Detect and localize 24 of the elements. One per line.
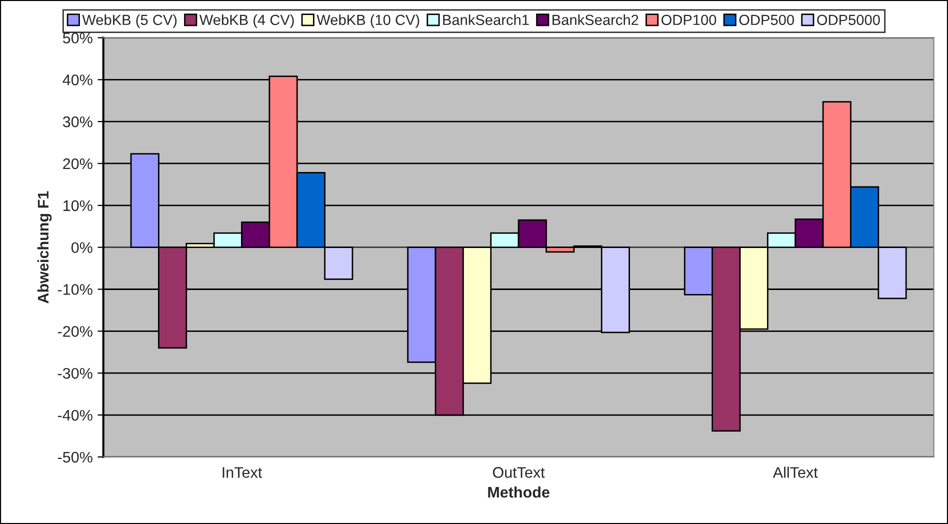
legend-label: ODP100 <box>662 14 716 26</box>
y-tick-label: -50% <box>58 452 92 463</box>
legend-label: BankSearch1 <box>443 14 529 26</box>
y-tick-label: -10% <box>58 284 92 295</box>
legend-label: WebKB (5 CV) <box>82 14 177 28</box>
y-tick-label: 0% <box>71 242 92 254</box>
x-axis-title: Methode <box>488 486 550 498</box>
x-tick-label: OutText <box>492 467 545 478</box>
y-tick-label: 50% <box>62 32 92 44</box>
y-tick-label: -20% <box>58 326 92 337</box>
y-tick-label: -40% <box>58 410 92 421</box>
legend-label: WebKB (10 CV) <box>316 14 420 28</box>
y-tick-label: 20% <box>63 158 92 170</box>
y-tick-label: 30% <box>62 116 92 128</box>
y-axis-title: Abweichung F1 <box>37 191 52 304</box>
y-tick-label: -30% <box>58 368 92 379</box>
y-tick-label: 10% <box>64 200 92 212</box>
legend-label: ODP5000 <box>817 14 880 26</box>
legend-label: ODP500 <box>739 14 794 26</box>
legend-label: BankSearch2 <box>552 14 638 26</box>
legend-label: WebKB (4 CV) <box>199 14 294 28</box>
y-tick-label: 40% <box>62 74 92 86</box>
x-tick-label: AllText <box>772 466 818 478</box>
x-tick-label: InText <box>222 467 262 478</box>
